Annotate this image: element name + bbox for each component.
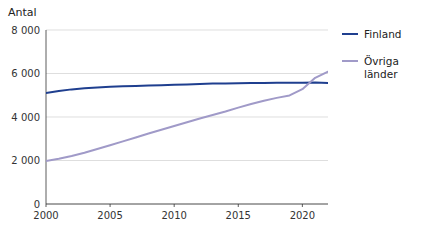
chart: 0 2 000 4 000 6 000 8 000 2000 2005 2010 2015 202… xyxy=(0,0,433,231)
grid-line xyxy=(46,204,328,205)
y-axis xyxy=(46,30,47,204)
lines xyxy=(46,72,328,161)
x-tick-label: 2010 xyxy=(161,210,186,221)
x-tick xyxy=(302,204,303,207)
x-tick xyxy=(46,204,47,207)
legend-label: Finland xyxy=(364,28,402,40)
series-line xyxy=(46,72,328,161)
x-tick xyxy=(238,204,239,207)
y-tick-label: 8 000 xyxy=(11,25,40,36)
y-tick-label: 4 000 xyxy=(11,112,40,123)
x-tick xyxy=(174,204,175,207)
x-tick-label: 2005 xyxy=(97,210,122,221)
legend-label-line: Finland xyxy=(364,28,402,40)
grid-line xyxy=(46,160,328,161)
legend-swatch xyxy=(342,60,358,62)
x-tick xyxy=(110,204,111,207)
y-tick-label: 0 xyxy=(34,199,40,210)
x-axis xyxy=(46,204,328,205)
x-tick-label: 2015 xyxy=(226,210,251,221)
legend-label: Övrigaländer xyxy=(364,55,399,80)
x-tick-label: 2020 xyxy=(290,210,315,221)
legend-label-line: Övriga xyxy=(364,55,399,67)
grid xyxy=(46,30,328,204)
legend-label-line: länder xyxy=(364,68,398,80)
grid-line xyxy=(46,30,328,31)
x-tick-label: 2000 xyxy=(33,210,58,221)
y-tick-label: 2 000 xyxy=(11,155,40,166)
y-axis-label: Antal xyxy=(8,6,37,19)
grid-line xyxy=(46,117,328,118)
legend: Finland Övrigaländer xyxy=(342,28,402,80)
series-line xyxy=(46,82,328,93)
y-tick-label: 6 000 xyxy=(11,68,40,79)
legend-swatch xyxy=(342,33,358,35)
grid-line xyxy=(46,73,328,74)
